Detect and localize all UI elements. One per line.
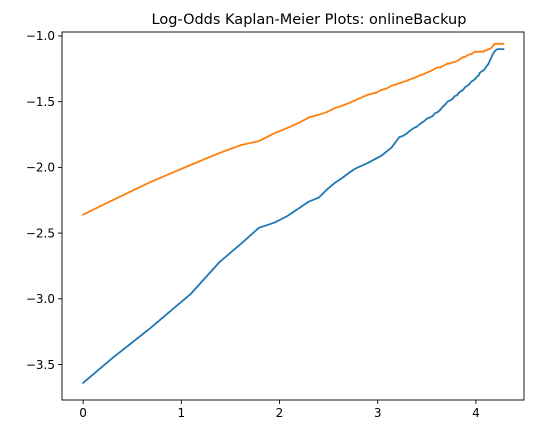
axes-layer: 0 1 2 3 4 −3.5 −3.0 −2.5 −2.0 −1.5 −1.0 [26, 29, 524, 420]
y-tick-label: −3.0 [26, 292, 55, 306]
y-tick-label: −1.0 [26, 29, 55, 43]
y-tick-label: −2.0 [26, 161, 55, 175]
x-tick-label: 1 [177, 406, 185, 420]
series-layer [83, 44, 503, 383]
plot-frame [62, 32, 524, 400]
x-tick-label: 4 [472, 406, 480, 420]
series-line-2 [83, 44, 503, 215]
y-tick-label: −1.5 [26, 95, 55, 109]
x-tick-label: 3 [374, 406, 382, 420]
series-line-1 [83, 49, 503, 383]
y-tick-label: −3.5 [26, 358, 55, 372]
y-tick-label: −2.5 [26, 226, 55, 240]
x-tick-label: 2 [276, 406, 284, 420]
chart-title: Log-Odds Kaplan-Meier Plots: onlineBacku… [152, 12, 467, 28]
x-tick-label: 0 [79, 406, 87, 420]
